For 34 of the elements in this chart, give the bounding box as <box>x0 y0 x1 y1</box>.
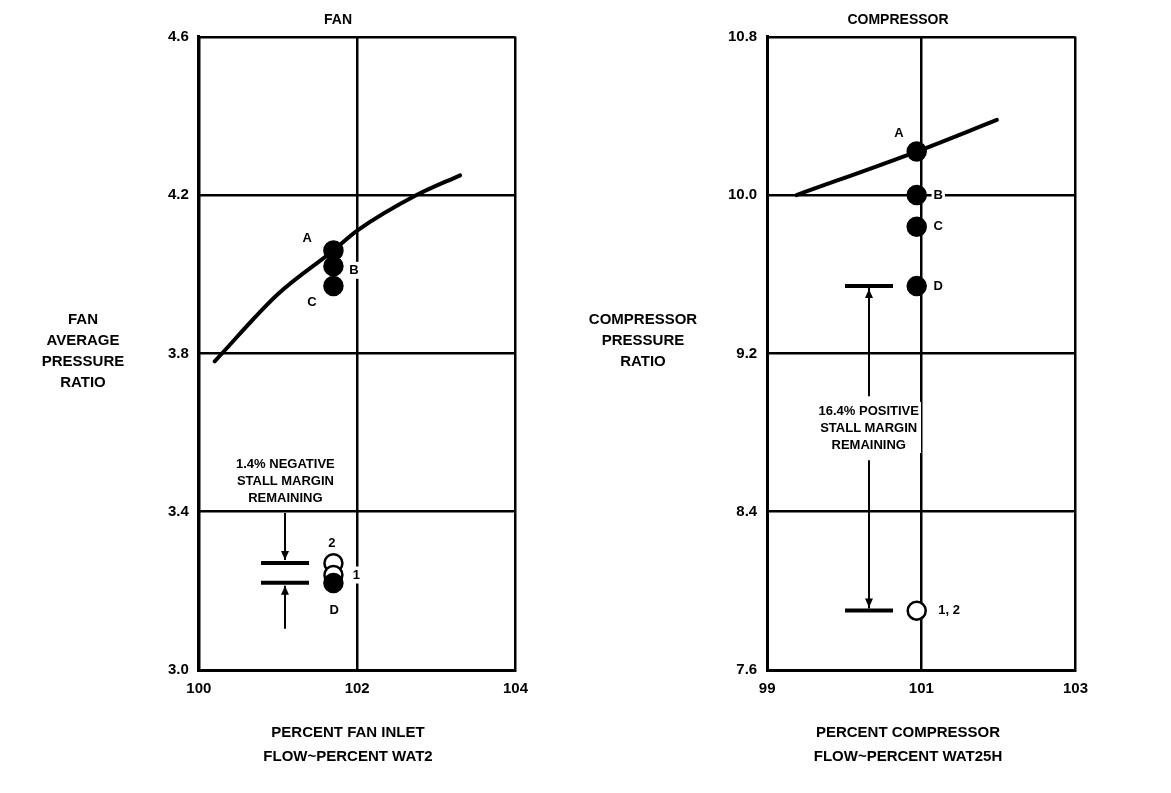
annotation: D <box>329 602 339 618</box>
y-tick-label: 8.4 <box>736 501 758 519</box>
y-tick-label: 3.4 <box>167 501 190 519</box>
y-axis-title: COMPRESSOR PRESSURE RATIO <box>588 309 698 371</box>
annotation: 1 <box>352 566 360 582</box>
x-tick-label: 102 <box>344 679 370 697</box>
x-tick-label: 101 <box>908 679 934 697</box>
chart-title: COMPRESSOR <box>847 11 949 28</box>
annotation: A <box>302 230 313 246</box>
y-tick-label: 4.6 <box>167 26 189 44</box>
annotation: B <box>933 186 943 202</box>
annotation: 1.4% NEGATIVE STALL MARGIN REMAINING <box>234 455 337 507</box>
y-tick-label: 3.8 <box>167 343 189 361</box>
annotation: A <box>894 125 905 141</box>
annotation: C <box>307 293 318 309</box>
y-tick-label: 3.0 <box>167 660 189 678</box>
x-tick-label: 103 <box>1062 679 1088 697</box>
annotation: 2 <box>328 534 336 550</box>
x-axis-title: PERCENT FAN INLET FLOW~PERCENT WAT2 <box>263 722 433 766</box>
annotation: D <box>933 277 943 293</box>
y-tick-label: 7.6 <box>736 660 758 678</box>
y-tick-label: 10.0 <box>727 185 758 203</box>
y-tick-label: 4.2 <box>167 185 189 203</box>
x-tick-label: 99 <box>758 679 776 697</box>
annotation: B <box>349 261 359 277</box>
annotation: 1, 2 <box>938 602 960 618</box>
y-tick-label: 10.8 <box>727 26 758 44</box>
chart-title: FAN <box>324 11 352 28</box>
x-tick-label: 104 <box>502 679 529 697</box>
y-tick-label: 9.2 <box>736 343 758 361</box>
x-tick-label: 100 <box>186 679 212 697</box>
y-axis-title: FAN AVERAGE PRESSURE RATIO <box>41 309 125 392</box>
annotation: C <box>933 218 944 234</box>
x-axis-title: PERCENT COMPRESSOR FLOW~PERCENT WAT25H <box>813 722 1003 766</box>
